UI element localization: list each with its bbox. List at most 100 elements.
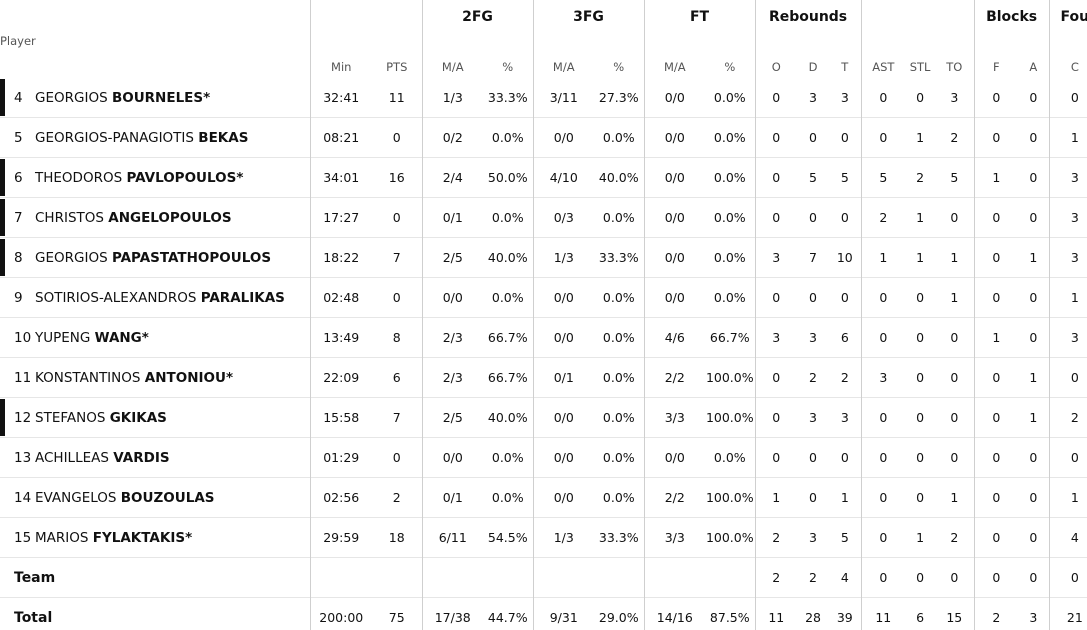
- table-row[interactable]: 11 KONSTANTINOS ANTONIOU* 22:09 6 2/3 66.7% 0/…: [0, 357, 1087, 398]
- player-cell[interactable]: 6 THEODOROS PAVLOPOULOS*: [0, 157, 310, 198]
- stat-cell: 5: [797, 157, 830, 198]
- stat-cell: 0/0: [643, 117, 706, 158]
- player-first-name: SOTIRIOS-ALEXANDROS: [35, 289, 197, 306]
- stat-cell: 5: [829, 517, 862, 558]
- stat-cell: 0.0%: [483, 437, 534, 478]
- stat-cell: 0: [1018, 157, 1050, 198]
- stat-cell: 87.5%: [705, 597, 756, 630]
- stat-cell: 1: [1048, 277, 1087, 318]
- stat-cell: 0.0%: [483, 117, 534, 158]
- stat-cell: 0: [916, 90, 925, 105]
- table-row[interactable]: 15 MARIOS FYLAKTAKIS* 29:59 18 6/11 54.5% 1/3 3…: [0, 517, 1087, 558]
- player-cell[interactable]: 11 KONSTANTINOS ANTONIOU*: [0, 357, 310, 398]
- stat-cell: 14/16: [643, 597, 706, 630]
- starter-indicator: [0, 159, 5, 196]
- stat-cell: 1: [905, 117, 936, 158]
- stat-cell: 01:29: [309, 437, 372, 478]
- stat-cell: 3: [797, 397, 830, 438]
- stat-cell: 0.0%: [483, 477, 534, 518]
- player-cell[interactable]: 13 ACHILLEAS VARDIS: [0, 437, 310, 478]
- player-cell[interactable]: 10 YUPENG WANG*: [0, 317, 310, 358]
- stat-cell: 6: [829, 317, 862, 358]
- stat-cell: 0: [905, 277, 936, 318]
- player-cell[interactable]: 14 EVANGELOS BOUZOULAS: [0, 477, 310, 518]
- table-row[interactable]: 7 CHRISTOS ANGELOPOULOS 17:27 0 0/1 0.0% 0/3 0.…: [0, 197, 1087, 238]
- table-row[interactable]: 4 GEORGIOS BOURNELES* 32:41 11 1/3 33.3% 3/11 2…: [0, 78, 1087, 118]
- stat-cell: 7: [372, 397, 422, 438]
- column-header-row: Player Min PTS M/A % M/A % M/A % O D T A…: [0, 34, 1087, 78]
- table-row[interactable]: 10 YUPENG WANG* 13:49 8 2/3 66.7% 0/0 0.0% 4/6 66…: [0, 317, 1087, 358]
- col-reb-d: D: [808, 60, 818, 74]
- table-row[interactable]: 14 EVANGELOS BOUZOULAS 02:56 2 0/1 0.0% 0/0 0.0…: [0, 477, 1087, 518]
- stat-cell: 100.0%: [705, 397, 756, 438]
- stat-cell: 66.7%: [483, 317, 534, 358]
- table-row[interactable]: 6 THEODOROS PAVLOPOULOS* 34:01 16 2/4 50.0% 4/…: [0, 157, 1087, 198]
- stat-cell: 9/31: [532, 597, 595, 630]
- stat-cell: 02:48: [309, 277, 372, 318]
- stat-cell: 3: [754, 317, 798, 358]
- table-row[interactable]: 12 STEFANOS GKIKAS 15:58 7 2/5 40.0% 0/0 0.0% 3/…: [0, 397, 1087, 438]
- stat-cell: 0: [905, 557, 936, 598]
- player-first-name: YUPENG: [35, 329, 91, 346]
- stat-cell: 0: [797, 277, 830, 318]
- stat-cell: 40.0%: [483, 237, 534, 278]
- player-cell[interactable]: 12 STEFANOS GKIKAS: [0, 397, 310, 438]
- stat-cell: 1: [860, 237, 906, 278]
- player-cell[interactable]: 7 CHRISTOS ANGELOPOULOS: [0, 197, 310, 238]
- table-row[interactable]: 8 GEORGIOS PAPASTATHOPOULOS 18:22 7 2/5 40.0%…: [0, 237, 1087, 278]
- stat-cell: [643, 557, 706, 598]
- stat-cell: 50.0%: [483, 157, 534, 198]
- stat-cell: 0: [860, 397, 906, 438]
- table-row[interactable]: 13 ACHILLEAS VARDIS 01:29 0 0/0 0.0% 0/0 0.0% 0/…: [0, 437, 1087, 478]
- player-first-name: GEORGIOS-PANAGIOTIS: [35, 129, 194, 146]
- player-first-name: GEORGIOS: [35, 249, 108, 266]
- player-number: 7: [14, 209, 23, 226]
- stat-cell: 0: [1048, 78, 1087, 118]
- player-last-name: BEKAS: [198, 129, 249, 146]
- player-last-name: PARALIKAS: [200, 289, 285, 306]
- table-row[interactable]: 9 SOTIRIOS-ALEXANDROS PARALIKAS 02:48 0 0/0 0…: [0, 277, 1087, 318]
- stat-cell: 0.0%: [483, 197, 534, 238]
- stat-cell: 66.7%: [705, 317, 756, 358]
- player-first-name: GEORGIOS: [35, 89, 108, 106]
- player-cell[interactable]: 4 GEORGIOS BOURNELES*: [0, 78, 310, 118]
- stat-cell: [483, 557, 534, 598]
- stat-cell: 0: [1018, 197, 1050, 238]
- stat-cell: [594, 557, 645, 598]
- table-row[interactable]: 5 GEORGIOS-PANAGIOTIS BEKAS 08:21 0 0/2 0.0% 0…: [0, 117, 1087, 158]
- group-fouls: Fou: [1048, 0, 1087, 34]
- stat-cell: 0/0: [532, 117, 595, 158]
- stat-cell: 1: [905, 517, 936, 558]
- team-row-label: Team: [0, 557, 310, 598]
- player-cell[interactable]: 9 SOTIRIOS-ALEXANDROS PARALIKAS: [0, 277, 310, 318]
- stat-cell: 2: [797, 357, 830, 398]
- stat-cell: 0/0: [532, 477, 595, 518]
- stat-cell: 17/38: [421, 597, 483, 630]
- player-cell[interactable]: 8 GEORGIOS PAPASTATHOPOULOS: [0, 237, 310, 278]
- player-last-name: GKIKAS: [109, 409, 167, 426]
- stat-cell: 0: [1018, 317, 1050, 358]
- stat-cell: 2: [935, 517, 975, 558]
- stat-cell: 21: [1048, 597, 1087, 630]
- player-first-name: MARIOS: [35, 529, 89, 546]
- player-cell[interactable]: 15 MARIOS FYLAKTAKIS*: [0, 517, 310, 558]
- col-pts: PTS: [386, 60, 408, 74]
- player-last-name: BOUZOULAS: [120, 489, 215, 506]
- stat-cell: 2/3: [421, 317, 483, 358]
- stat-cell: 6: [372, 357, 422, 398]
- stat-cell: 1: [973, 317, 1019, 358]
- stat-cell: 0: [860, 517, 906, 558]
- col-3fg-pct: %: [613, 60, 625, 74]
- stat-cell: 0.0%: [594, 357, 645, 398]
- starter-indicator: [0, 239, 5, 276]
- stat-cell: 2/2: [643, 357, 706, 398]
- stat-cell: 0: [829, 197, 862, 238]
- player-cell[interactable]: 5 GEORGIOS-PANAGIOTIS BEKAS: [0, 117, 310, 158]
- stat-cell: 1: [1018, 237, 1050, 278]
- stat-cell: 0: [1018, 477, 1050, 518]
- stat-cell: 17:27: [309, 197, 372, 238]
- stat-cell: 0: [860, 78, 906, 118]
- stat-cell: 6: [905, 597, 936, 630]
- stat-cell: 1/3: [532, 517, 595, 558]
